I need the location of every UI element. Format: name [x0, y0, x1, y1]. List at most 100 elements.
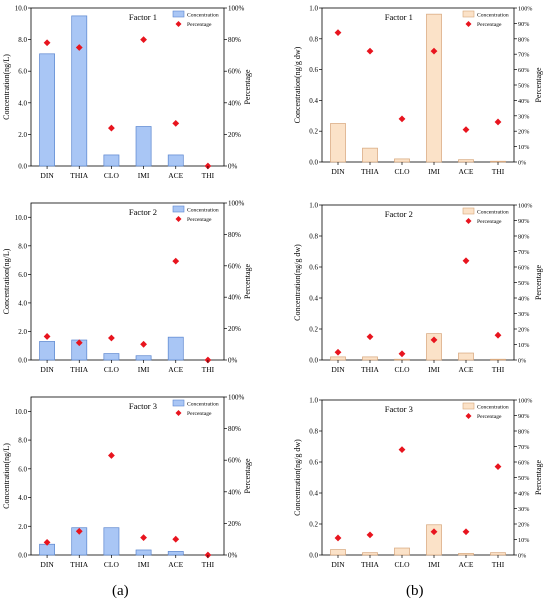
- y2-tick-label: 20%: [228, 520, 241, 528]
- y2-tick-label: 50%: [518, 475, 529, 482]
- y-tick-label: 0.0: [18, 357, 27, 365]
- marker-ace: [462, 528, 470, 536]
- y-axis-label: Concentration(ng/g dw): [293, 439, 302, 516]
- legend-marker-label: Percentage: [477, 219, 502, 225]
- legend-bar-label: Concentration: [187, 208, 219, 214]
- y2-tick-label: 0%: [228, 552, 238, 560]
- y2-axis-label: Percentage: [243, 458, 252, 494]
- y2-tick-label: 80%: [518, 234, 529, 241]
- x-tick-label: ACE: [168, 171, 183, 180]
- marker-din: [334, 348, 342, 356]
- x-tick-label: THIA: [70, 171, 88, 180]
- y2-tick-label: 70%: [518, 249, 529, 256]
- bar-din: [39, 543, 55, 556]
- y-tick-label: 0.4: [309, 490, 318, 498]
- chart-b-factor-2: 0.0 0.2 0.4 0.6 0.8 1.0 0% 10% 20% 30% 40% 50% 60% 70…: [293, 202, 543, 375]
- y2-tick-label: 20%: [518, 327, 529, 334]
- marker-thi: [494, 118, 502, 126]
- x-tick-label: CLO: [395, 560, 411, 569]
- y-tick-label: 8.0: [18, 242, 27, 250]
- y-tick-label: 0.4: [309, 97, 318, 105]
- y-tick-label: 0.8: [309, 35, 318, 43]
- marker-clo: [108, 334, 115, 342]
- x-tick-label: ACE: [459, 167, 474, 176]
- x-tick-label: IMI: [428, 167, 440, 176]
- marker-imi: [140, 340, 147, 348]
- marker-clo: [108, 452, 115, 459]
- y2-tick-label: 60%: [228, 457, 241, 465]
- legend-marker-label: Percentage: [187, 217, 212, 223]
- y2-axis-label: Percentage: [243, 69, 252, 105]
- plot-frame: [321, 399, 515, 556]
- marker-clo: [398, 115, 406, 123]
- marker-thia: [366, 47, 374, 55]
- legend-marker-swatch: [175, 410, 182, 416]
- marker-din: [334, 29, 342, 37]
- bar-ace: [167, 154, 184, 167]
- y-tick-label: 1.0: [309, 5, 318, 13]
- y2-tick-label: 40%: [228, 99, 241, 107]
- y-tick-label: 6.0: [18, 271, 27, 279]
- bar-ace: [167, 551, 184, 556]
- bar-ace: [458, 553, 474, 556]
- x-tick-label: THI: [492, 167, 505, 176]
- marker-thia: [366, 333, 374, 341]
- legend: Concentration Percentage: [172, 10, 219, 28]
- x-tick-label: DIN: [331, 167, 345, 176]
- marker-ace: [462, 126, 470, 134]
- y-tick-label: 0.0: [18, 552, 27, 560]
- y-tick-label: 6.0: [18, 68, 27, 76]
- y-tick-label: 0.6: [309, 66, 318, 74]
- y2-tick-label: 80%: [228, 36, 241, 44]
- x-tick-label: THIA: [361, 365, 379, 374]
- y-tick-label: 0.4: [309, 295, 318, 303]
- bar-thia: [362, 552, 378, 556]
- bar-thia: [362, 356, 378, 361]
- legend-bar-label: Concentration: [187, 13, 219, 19]
- y2-tick-label: 60%: [228, 262, 241, 270]
- plot-frame: [30, 202, 225, 361]
- marker-imi: [140, 534, 147, 542]
- x-tick-label: ACE: [459, 560, 474, 569]
- marker-clo: [108, 124, 115, 132]
- x-tick-label: THI: [492, 560, 505, 569]
- y-tick-label: 10.0: [15, 408, 28, 416]
- marker-din: [43, 538, 51, 546]
- marker-imi: [430, 528, 438, 536]
- bar-thi: [490, 160, 506, 163]
- x-tick-label: CLO: [104, 365, 120, 374]
- marker-din: [334, 534, 342, 542]
- y-tick-label: 4.0: [18, 299, 27, 307]
- y2-tick-label: 100%: [518, 398, 532, 405]
- plot-frame: [30, 396, 225, 556]
- y2-tick-label: 30%: [518, 311, 529, 318]
- panel-label-b: (b): [406, 583, 424, 599]
- bar-din: [330, 123, 346, 163]
- legend-bar-label: Concentration: [477, 13, 509, 19]
- bar-ace: [458, 159, 474, 163]
- y2-tick-label: 0%: [518, 553, 526, 560]
- bar-thia: [362, 147, 378, 163]
- y2-tick-label: 50%: [518, 83, 529, 90]
- bar-clo: [394, 158, 410, 163]
- x-tick-label: DIN: [40, 365, 54, 374]
- legend: Concentration Percentage: [172, 205, 219, 223]
- chart-b-factor-1: 0.0 0.2 0.4 0.6 0.8 1.0 0% 10% 20% 30% 40% 50% 60% 70…: [293, 5, 543, 177]
- legend-bar-swatch: [462, 10, 475, 18]
- y-axis-label: Concentration(ng/L): [2, 54, 11, 120]
- plot-frame: [30, 7, 225, 167]
- x-tick-label: IMI: [138, 365, 150, 374]
- marker-ace: [462, 257, 470, 265]
- bar-clo: [103, 353, 120, 361]
- x-tick-label: THI: [492, 365, 505, 374]
- marker-thi: [494, 463, 502, 471]
- legend: Concentration Percentage: [462, 207, 509, 225]
- y2-tick-label: 100%: [228, 5, 245, 13]
- chart-title: Factor 2: [129, 207, 157, 217]
- bar-imi: [135, 549, 152, 556]
- chart-title: Factor 2: [385, 209, 413, 219]
- bar-imi: [135, 126, 152, 167]
- x-tick-label: DIN: [40, 560, 54, 569]
- y2-tick-label: 40%: [228, 488, 241, 496]
- legend-marker-label: Percentage: [477, 22, 502, 28]
